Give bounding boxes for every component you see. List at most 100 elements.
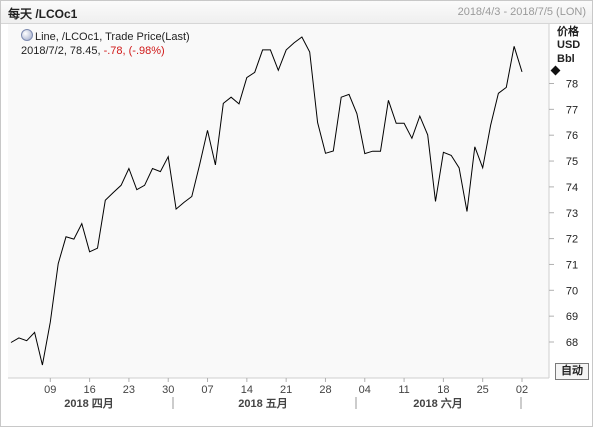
unit-label-price: 价格 (557, 26, 579, 38)
price-data-point (521, 70, 524, 73)
month-label: 2018 五月 (238, 397, 288, 410)
price-data-point (324, 152, 327, 155)
price-data-point (371, 150, 374, 153)
price-data-point (458, 166, 461, 169)
price-data-point (135, 188, 138, 191)
price-data-point (175, 208, 178, 211)
price-data-point (230, 96, 233, 99)
unit-label-measure: Bbl (557, 53, 575, 65)
price-data-point (151, 167, 154, 170)
price-data-point (473, 145, 476, 148)
price-data-point (33, 331, 36, 334)
price-data-point (340, 96, 343, 99)
series-line-icon[interactable] (21, 29, 33, 41)
chart-titlebar: 每天 /LCOc1 2018/4/3 - 2018/7/5 (LON) (1, 1, 592, 24)
price-data-point (465, 210, 468, 213)
x-tick-label: 25 (477, 384, 489, 396)
price-data-point (222, 102, 225, 105)
price-data-point (112, 191, 115, 194)
price-data-point (450, 154, 453, 157)
plot-area[interactable] (8, 24, 549, 378)
x-tick-label: 30 (162, 384, 174, 396)
price-data-point (395, 122, 398, 125)
price-data-point (434, 200, 437, 203)
price-data-point (497, 92, 500, 95)
price-data-point (387, 99, 390, 102)
price-data-point (80, 222, 83, 225)
price-data-point (355, 112, 358, 115)
price-data-point (25, 339, 28, 342)
price-data-point (159, 170, 162, 173)
price-data-point (245, 76, 248, 79)
x-tick-label: 16 (83, 384, 95, 396)
price-data-point (120, 184, 123, 187)
auto-scale-button[interactable]: 自动 (555, 363, 589, 380)
x-tick-label: 28 (319, 384, 331, 396)
legend-last-value-row: 2018/7/2, 78.45, -.78, (-.98%) (21, 44, 190, 58)
chart-title: 每天 /LCOc1 (8, 7, 78, 21)
price-data-point (285, 48, 288, 51)
price-data-point (269, 48, 272, 51)
price-data-point (41, 364, 44, 367)
price-data-point (253, 71, 256, 74)
price-data-point (237, 102, 240, 105)
price-data-point (332, 149, 335, 152)
y-tick-label: 78 (566, 79, 578, 91)
x-tick-label: 09 (44, 384, 56, 396)
y-tick-label: 72 (566, 234, 578, 246)
y-tick-label: 71 (566, 259, 578, 271)
price-data-point (261, 48, 264, 51)
price-data-point (167, 155, 170, 158)
price-data-point (182, 201, 185, 204)
price-data-point (316, 121, 319, 124)
legend-series-label: Line, /LCOc1, Trade Price(Last) (35, 31, 190, 43)
price-data-point (49, 321, 52, 324)
price-data-point (65, 235, 68, 238)
y-tick-label: 77 (566, 104, 578, 116)
legend-last-value: 2018/7/2, 78.45, (21, 45, 101, 57)
x-tick-label: 23 (123, 384, 135, 396)
y-tick-label: 69 (566, 311, 578, 323)
y-tick-label: 70 (566, 285, 578, 297)
price-data-point (10, 341, 13, 344)
date-range: 2018/4/3 - 2018/7/5 (LON) (457, 6, 586, 18)
price-data-point (348, 93, 351, 96)
price-data-point (308, 50, 311, 53)
x-tick-label: 04 (359, 384, 371, 396)
y-tick-label: 75 (566, 156, 578, 168)
x-tick-label: 11 (398, 384, 409, 396)
price-data-point (88, 250, 91, 253)
price-data-point (363, 152, 366, 155)
legend-series-row[interactable]: Line, /LCOc1, Trade Price(Last) (21, 29, 190, 44)
price-data-point (96, 247, 99, 250)
x-tick-label: 07 (201, 384, 213, 396)
legend-change-value: -.78, (-.98%) (103, 45, 165, 57)
price-data-point (277, 69, 280, 72)
price-data-point (505, 86, 508, 89)
x-tick-label: 02 (516, 384, 528, 396)
price-data-point (127, 167, 130, 170)
x-tick-label: 18 (437, 384, 449, 396)
y-tick-label: 73 (566, 208, 578, 220)
unit-label-currency: USD (557, 39, 581, 51)
price-data-point (442, 151, 445, 154)
price-data-point (481, 166, 484, 169)
price-data-point (72, 238, 75, 241)
price-data-point (198, 163, 201, 166)
price-data-point (418, 115, 421, 118)
month-label: 2018 四月 (64, 397, 114, 410)
price-data-point (104, 199, 107, 202)
month-label: 2018 六月 (413, 396, 463, 410)
x-tick-label: 14 (241, 384, 253, 396)
price-data-point (214, 163, 217, 166)
price-data-point (300, 35, 303, 38)
price-data-point (293, 41, 296, 44)
price-series-line (10, 36, 523, 366)
price-data-point (379, 150, 382, 153)
price-data-point (206, 129, 209, 132)
price-data-point (403, 122, 406, 125)
price-data-point (143, 184, 146, 187)
price-data-point (489, 124, 492, 127)
